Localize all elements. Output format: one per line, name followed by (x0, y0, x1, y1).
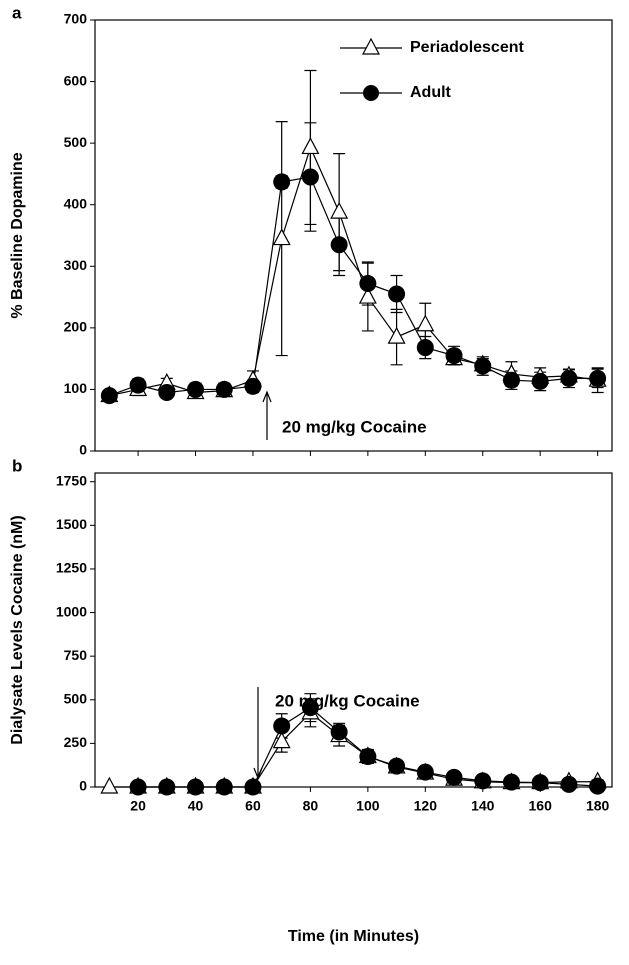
x-tick-label: 100 (356, 798, 380, 814)
marker-circle (330, 236, 348, 254)
marker-triangle (100, 776, 119, 794)
y-tick-label: 100 (64, 380, 88, 396)
marker-triangle (330, 201, 349, 219)
y-tick-label: 600 (64, 72, 88, 88)
marker-circle (560, 369, 578, 387)
y-tick-label: 500 (64, 690, 88, 706)
marker-circle (187, 380, 205, 398)
annotation: 20 mg/kg Cocaine (282, 417, 427, 436)
marker-circle (445, 347, 463, 365)
y-tick-label: 200 (64, 319, 88, 335)
marker-circle (100, 387, 118, 405)
panel-a-frame (94, 19, 613, 452)
y-tick-label: 500 (64, 134, 88, 150)
y-axis-label: Dialysate Levels Cocaine (nM) (9, 515, 26, 744)
panel-b-frame (94, 472, 613, 788)
legend-label: Periadolescent (410, 39, 525, 56)
y-tick-label: 250 (64, 734, 88, 750)
marker-circle (359, 747, 377, 765)
marker-circle (474, 772, 492, 790)
marker-circle (330, 723, 348, 741)
marker-circle (560, 775, 578, 793)
y-tick-label: 300 (64, 257, 88, 273)
marker-circle (531, 372, 549, 390)
marker-triangle (272, 731, 291, 749)
y-tick-label: 1250 (56, 560, 87, 576)
x-tick-label: 140 (471, 798, 495, 814)
marker-circle (589, 777, 607, 795)
marker-circle (158, 384, 176, 402)
marker-circle (502, 773, 520, 791)
y-tick-label: 0 (79, 778, 87, 794)
arrow (253, 687, 263, 780)
marker-circle (388, 757, 406, 775)
x-tick-label: 60 (245, 798, 261, 814)
marker-circle (158, 778, 176, 796)
marker-triangle (387, 326, 406, 344)
legend-marker (363, 85, 379, 101)
marker-circle (301, 168, 319, 186)
marker-triangle (301, 137, 320, 155)
x-tick-label: 160 (529, 798, 553, 814)
marker-triangle (416, 314, 435, 332)
series-line (109, 712, 598, 788)
marker-circle (301, 699, 319, 717)
marker-circle (474, 357, 492, 375)
legend-marker (362, 37, 380, 55)
marker-circle (388, 285, 406, 303)
marker-circle (215, 380, 233, 398)
marker-circle (531, 774, 549, 792)
series-line (109, 176, 598, 397)
y-tick-label: 1000 (56, 603, 87, 619)
marker-circle (445, 768, 463, 786)
marker-circle (273, 173, 291, 191)
arrow (262, 390, 272, 440)
marker-circle (502, 371, 520, 389)
y-axis-label: % Baseline Dopamine (9, 152, 26, 318)
marker-circle (187, 778, 205, 796)
legend-label: Adult (410, 84, 452, 101)
x-tick-label: 180 (586, 798, 610, 814)
y-tick-label: 400 (64, 195, 88, 211)
marker-circle (416, 339, 434, 357)
marker-circle (589, 369, 607, 387)
marker-circle (359, 275, 377, 293)
marker-circle (244, 377, 262, 395)
annotation: 20 mg/kg Cocaine (275, 691, 420, 710)
y-tick-label: 0 (79, 442, 87, 458)
y-tick-label: 1500 (56, 516, 87, 532)
panel-label: a (12, 3, 22, 22)
series-line (109, 145, 598, 397)
y-tick-label: 1750 (56, 472, 87, 488)
x-tick-label: 80 (303, 798, 319, 814)
marker-circle (244, 778, 262, 796)
marker-triangle (358, 286, 377, 304)
marker-circle (416, 763, 434, 781)
x-tick-label: 40 (188, 798, 204, 814)
x-tick-label: 20 (130, 798, 146, 814)
x-axis-label: Time (in Minutes) (288, 928, 419, 945)
y-tick-label: 750 (64, 647, 88, 663)
marker-triangle (272, 228, 291, 246)
y-tick-label: 700 (64, 11, 88, 27)
panel-label: b (12, 456, 22, 475)
marker-circle (273, 717, 291, 735)
marker-circle (129, 376, 147, 394)
x-tick-label: 120 (414, 798, 438, 814)
marker-circle (129, 778, 147, 796)
marker-circle (215, 778, 233, 796)
